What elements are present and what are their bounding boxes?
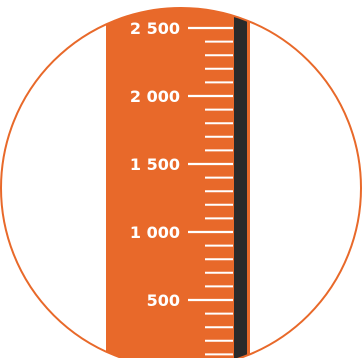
tick-label: 2 000 <box>130 87 180 106</box>
circle-outline <box>0 7 362 358</box>
tick-marks <box>188 26 233 356</box>
dark-column <box>234 8 247 358</box>
tick-label: 1 000 <box>130 223 180 242</box>
tick-label: 500 <box>147 291 180 310</box>
tick-labels: 500 1 000 1 500 2 000 2 500 <box>130 19 180 310</box>
tick-label: 1 500 <box>130 155 180 174</box>
tick-label: 2 500 <box>130 19 180 38</box>
clipped-content: 500 1 000 1 500 2 000 2 500 <box>106 8 250 358</box>
